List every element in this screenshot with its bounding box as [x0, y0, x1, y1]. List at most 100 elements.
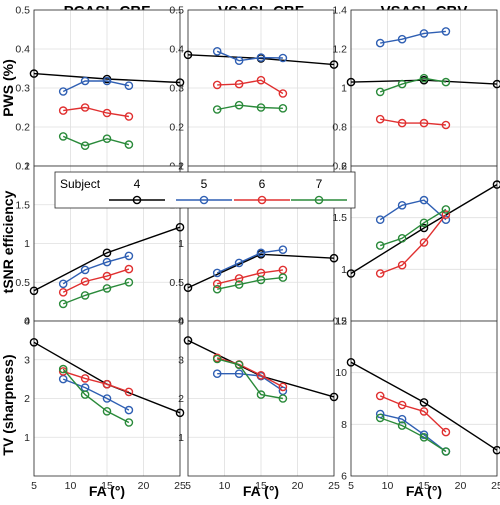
data-point-subject-4 — [492, 180, 500, 189]
y-tick-label: 0 — [178, 316, 184, 328]
y-tick-label: 4 — [24, 316, 30, 328]
y-tick-label: 2 — [178, 393, 184, 405]
y-tick-label: 0.4 — [169, 44, 184, 56]
series-line-subject-7 — [379, 77, 447, 93]
series-line-subject-7 — [217, 358, 284, 400]
data-point-subject-6 — [278, 382, 288, 392]
data-point-subject-5 — [234, 56, 244, 66]
y-tick-label: 1 — [341, 83, 347, 95]
data-point-subject-6 — [212, 279, 222, 289]
series-line-subject-6 — [216, 357, 284, 388]
y-tick-label: 0.3 — [15, 83, 30, 95]
data-point-subject-4 — [29, 69, 39, 78]
legend-label-5: 5 — [201, 177, 208, 191]
data-point-subject-4 — [329, 253, 339, 263]
data-point-subject-5 — [102, 76, 112, 86]
data-point-subject-6 — [441, 210, 451, 219]
series-line-subject-7 — [62, 281, 130, 305]
y-tick-label: 1.4 — [332, 5, 347, 17]
series-line-subject-4 — [350, 79, 498, 85]
data-point-subject-4 — [183, 336, 193, 345]
data-point-subject-6 — [102, 379, 112, 389]
data-point-subject-4 — [329, 392, 339, 402]
y-tick-label: 10 — [335, 367, 347, 379]
series-line-subject-7 — [379, 417, 447, 453]
series-line-subject-4 — [350, 361, 498, 451]
data-point-subject-7 — [124, 418, 134, 427]
data-point-subject-6 — [419, 407, 429, 416]
x-tick-label: 10 — [219, 480, 231, 492]
data-point-subject-5 — [256, 248, 266, 258]
y-tick-label: 0.5 — [169, 5, 184, 17]
panel-r3-c2: 1 2 3 4 5 10 15 20 25 — [178, 316, 340, 493]
legend: Subject 4 5 6 7 — [54, 171, 356, 209]
data-point-subject-5 — [256, 53, 266, 62]
series-line-subject-4 — [187, 54, 335, 66]
data-point-subject-5 — [124, 81, 134, 90]
data-point-subject-6 — [212, 80, 222, 90]
data-point-subject-6 — [234, 274, 244, 283]
data-point-subject-4 — [102, 248, 112, 258]
data-point-subject-6 — [397, 400, 407, 410]
data-point-subject-5 — [234, 369, 244, 379]
x-tick-label: 15 — [418, 480, 430, 492]
y-tick-label: 0.4 — [15, 44, 30, 56]
data-point-subject-7 — [397, 421, 407, 430]
data-point-subject-7 — [80, 291, 90, 300]
legend-marker-subject-7 — [314, 195, 324, 205]
y-tick-label: 1 — [341, 264, 347, 276]
series-line-subject-7 — [62, 135, 130, 147]
data-point-subject-4 — [346, 269, 356, 278]
data-point-subject-5 — [80, 265, 90, 275]
y-tick-label: 8 — [341, 419, 347, 431]
panel-r2-c3: 0.5 1 1.5 2 — [332, 161, 500, 328]
data-point-subject-7 — [58, 364, 68, 374]
legend-marker-subject-5 — [199, 195, 209, 205]
y-tick-label: 1.2 — [332, 44, 347, 56]
data-point-subject-6 — [80, 103, 90, 112]
series-line-subject-6 — [379, 395, 447, 433]
axes-box — [33, 320, 181, 477]
y-tick-label: 0.5 — [15, 5, 30, 17]
data-point-subject-6 — [375, 269, 385, 278]
y-tick-label: 2 — [24, 161, 30, 173]
data-point-subject-4 — [346, 357, 356, 367]
data-point-subject-6 — [80, 374, 90, 383]
data-point-subject-6 — [124, 264, 134, 274]
data-point-subject-7 — [58, 132, 68, 141]
legend-marker-subject-4 — [132, 195, 142, 205]
series-line-subject-5 — [217, 373, 284, 392]
data-point-subject-7 — [256, 275, 266, 285]
legend-box — [54, 171, 356, 209]
data-point-subject-5 — [212, 369, 222, 379]
data-point-subject-7 — [375, 413, 385, 423]
series-line-subject-5 — [62, 80, 130, 93]
data-point-subject-4 — [492, 445, 500, 455]
x-tick-label: 20 — [138, 480, 150, 492]
data-point-subject-6 — [256, 370, 266, 380]
data-point-subject-6 — [397, 260, 407, 270]
data-point-subject-7 — [234, 280, 244, 289]
data-point-subject-5 — [278, 53, 288, 63]
data-point-subject-4 — [183, 283, 193, 293]
data-point-subject-5 — [375, 409, 385, 419]
y-tick-label: 0.3 — [169, 83, 184, 95]
data-point-subject-7 — [124, 140, 134, 149]
data-point-subject-7 — [375, 241, 385, 250]
y-tick-label: 2 — [178, 161, 184, 173]
data-point-subject-6 — [278, 89, 288, 98]
axes-box — [187, 320, 335, 477]
data-point-subject-7 — [278, 104, 288, 113]
panel-r1-c2: 0.10.20.30.40.5 — [169, 5, 339, 173]
data-point-subject-5 — [80, 76, 90, 86]
series-line-subject-6 — [217, 269, 283, 285]
y-tick-label: 6 — [341, 471, 347, 483]
data-point-subject-7 — [102, 284, 112, 293]
data-point-subject-6 — [58, 106, 68, 115]
y-tick-label: 4 — [178, 316, 184, 328]
series-line-subject-5 — [62, 255, 130, 285]
y-tick-label: 2 — [24, 393, 30, 405]
data-point-subject-6 — [441, 120, 451, 130]
data-point-subject-4 — [419, 223, 429, 233]
data-point-subject-4 — [183, 50, 193, 60]
